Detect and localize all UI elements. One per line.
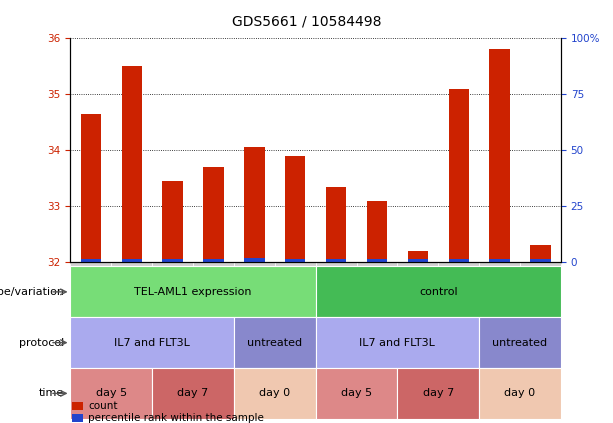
Bar xyxy=(275,262,316,347)
Bar xyxy=(70,317,234,368)
Bar xyxy=(81,114,101,262)
Bar xyxy=(449,259,469,262)
Bar xyxy=(285,156,305,262)
Bar xyxy=(70,266,316,317)
Bar xyxy=(152,368,234,419)
Bar xyxy=(397,262,438,347)
Bar xyxy=(204,167,224,262)
Text: untreated: untreated xyxy=(492,338,547,348)
Bar xyxy=(162,181,183,262)
Text: day 5: day 5 xyxy=(96,388,127,398)
Text: control: control xyxy=(419,287,458,297)
Text: IL7 and FLT3L: IL7 and FLT3L xyxy=(359,338,435,348)
Bar xyxy=(408,251,428,262)
Bar xyxy=(285,259,305,262)
Bar xyxy=(520,262,561,347)
Text: percentile rank within the sample: percentile rank within the sample xyxy=(88,413,264,423)
Bar xyxy=(397,368,479,419)
Bar xyxy=(112,262,152,347)
Bar xyxy=(438,262,479,347)
Text: day 7: day 7 xyxy=(423,388,454,398)
Bar xyxy=(479,368,561,419)
Bar xyxy=(316,317,479,368)
Text: time: time xyxy=(39,388,64,398)
Text: GDS5661 / 10584498: GDS5661 / 10584498 xyxy=(232,15,381,29)
Bar xyxy=(530,245,550,262)
Bar xyxy=(367,259,387,262)
Bar xyxy=(244,258,265,262)
Text: IL7 and FLT3L: IL7 and FLT3L xyxy=(114,338,190,348)
Text: day 5: day 5 xyxy=(341,388,372,398)
Bar xyxy=(326,259,346,262)
Bar xyxy=(193,262,234,347)
Bar xyxy=(479,262,520,347)
Bar xyxy=(234,368,316,419)
Text: untreated: untreated xyxy=(247,338,302,348)
Text: protocol: protocol xyxy=(19,338,64,348)
Bar xyxy=(367,201,387,262)
Bar xyxy=(81,259,101,262)
Bar xyxy=(72,402,83,410)
Bar xyxy=(70,368,152,419)
Bar xyxy=(234,317,316,368)
Bar xyxy=(70,262,112,347)
Bar xyxy=(316,368,397,419)
Text: TEL-AML1 expression: TEL-AML1 expression xyxy=(134,287,252,297)
Bar xyxy=(162,259,183,262)
Text: day 7: day 7 xyxy=(178,388,208,398)
Bar xyxy=(234,262,275,347)
Bar xyxy=(316,262,357,347)
Bar xyxy=(121,259,142,262)
Text: day 0: day 0 xyxy=(504,388,536,398)
Text: count: count xyxy=(88,401,118,411)
Bar xyxy=(244,147,265,262)
Bar xyxy=(72,414,83,422)
Bar xyxy=(530,259,550,262)
Bar xyxy=(449,88,469,262)
Bar xyxy=(357,262,397,347)
Bar xyxy=(326,187,346,262)
Bar xyxy=(489,49,510,262)
Bar xyxy=(152,262,193,347)
Bar xyxy=(316,266,561,317)
Bar xyxy=(204,259,224,262)
Bar xyxy=(479,317,561,368)
Bar xyxy=(408,259,428,262)
Text: day 0: day 0 xyxy=(259,388,291,398)
Bar xyxy=(489,259,510,262)
Text: genotype/variation: genotype/variation xyxy=(0,287,64,297)
Bar xyxy=(121,66,142,262)
